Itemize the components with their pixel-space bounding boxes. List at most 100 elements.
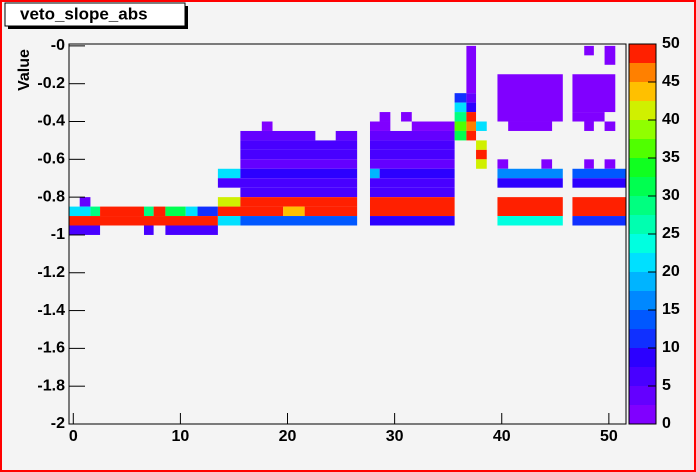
z-tick-label: 0 [662,415,671,432]
color-bar-segment [629,120,656,139]
cell [369,149,455,160]
color-bar-segment [629,101,656,120]
cell [379,112,391,122]
cell [466,93,477,103]
y-tick-label: -0.6 [37,151,65,168]
color-bar-segment [629,44,656,63]
title-box [4,2,186,27]
y-tick-label: -1.4 [37,302,65,319]
cell [240,130,316,141]
color-bar-segment [629,405,656,424]
cell [497,197,563,217]
cell [283,206,305,217]
x-tick-label: 50 [600,428,618,445]
cell [90,206,101,217]
y-axis-label: Value [16,49,33,91]
cell [466,121,477,131]
cell [100,206,144,217]
y-tick-label: -2 [51,415,65,432]
cell [466,112,477,122]
color-bar-segment [629,82,656,101]
cell [369,140,455,150]
cell [369,187,455,198]
z-tick-label: 5 [662,377,671,394]
cells [69,45,626,235]
cell [240,197,358,207]
cell [369,168,380,179]
color-bar-segment [629,348,656,367]
cell [476,140,487,150]
frame [68,43,627,425]
cell [476,121,487,131]
cell [497,159,509,169]
y-tick-label: -0.4 [37,113,65,130]
color-bar-segment [629,63,656,82]
cell [508,121,553,131]
cell [69,216,218,226]
color-bar-segment [629,386,656,405]
cell [217,197,241,207]
cell [369,121,391,131]
z-tick-label: 10 [662,339,680,356]
y-tick-label: -1.6 [37,340,65,357]
cell [335,130,358,141]
cell [466,45,477,94]
color-bar-segment [629,253,656,272]
cell [572,168,626,179]
cell [466,130,477,141]
cell [217,168,241,179]
y-tick-label: -1 [51,226,65,243]
cell [572,216,626,226]
z-tick-label: 35 [662,149,680,166]
x-tick-label: 40 [493,428,511,445]
cell [584,45,594,56]
cell [185,206,198,217]
z-tick-label: 20 [662,263,680,280]
cell [153,206,166,217]
cell [604,45,616,65]
color-bar-segment [629,310,656,329]
cell [143,206,154,217]
color-bar-segment [629,329,656,348]
color-bar-segment [629,234,656,253]
cell [379,168,455,179]
z-tick-label: 25 [662,225,680,242]
cell [217,178,358,188]
cell [572,112,605,122]
cell [304,206,358,217]
y-tick-label: -1.8 [37,377,65,394]
cell [240,187,358,198]
z-tick-label: 30 [662,187,680,204]
cell [369,178,455,188]
cell [497,74,563,122]
x-tick-label: 30 [386,428,404,445]
cell [497,216,563,226]
cell [401,112,412,122]
cell [165,225,218,235]
color-bar-segment [629,158,656,177]
z-tick-label: 45 [662,73,680,90]
cell [411,121,455,131]
cell [143,225,154,235]
x-tick-label: 20 [279,428,297,445]
z-tick-label: 50 [662,35,680,52]
cell [165,206,186,217]
cell [454,102,467,113]
cell [572,178,626,188]
cell [454,112,467,122]
cell [604,159,616,169]
cell [454,130,467,141]
cell [584,121,594,131]
cell [240,159,358,169]
cell [454,93,467,103]
cell [197,206,218,217]
cell [466,102,477,113]
cell [240,216,358,226]
cell [604,121,616,131]
cell [240,149,358,160]
cell [584,159,594,169]
cell [476,159,487,169]
cell [261,121,273,131]
color-bar-segment [629,291,656,310]
